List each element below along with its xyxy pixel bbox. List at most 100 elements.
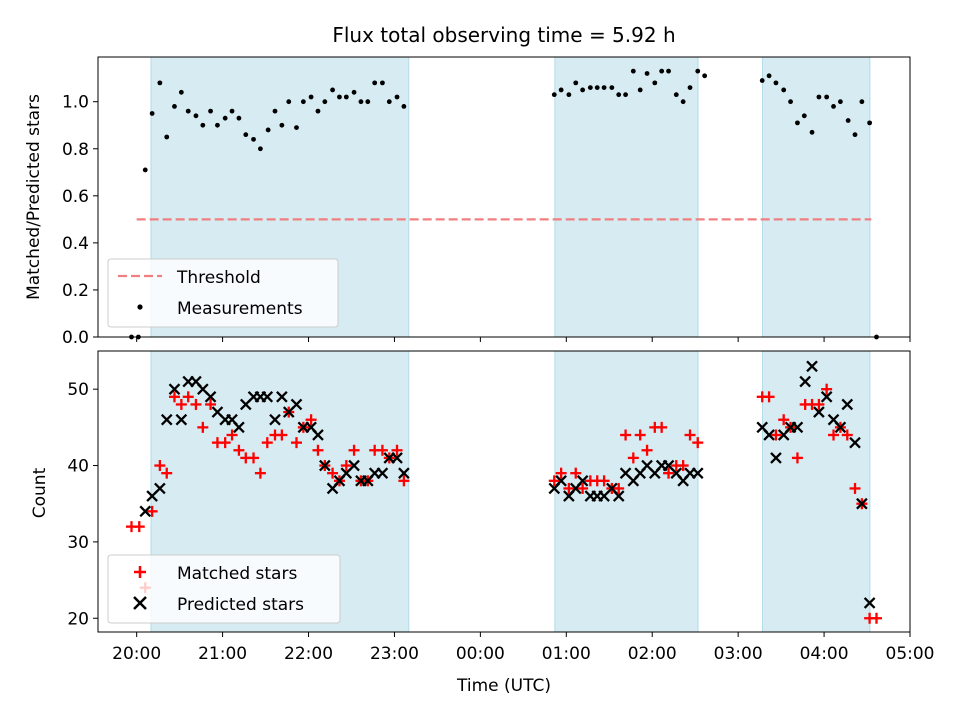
predicted-star-point [261, 391, 274, 403]
bottom-y-tick-label: 40 [67, 457, 89, 477]
measurement-point [702, 73, 708, 79]
measurement-point [315, 108, 321, 114]
measurement-point [243, 132, 249, 138]
x-tick-label: 23:00 [370, 644, 419, 664]
matched-star-point [205, 398, 217, 410]
measurement-point [337, 94, 342, 100]
matched-star-point [254, 467, 266, 479]
measurement-point [558, 87, 564, 93]
measurement-point [386, 99, 392, 105]
matched-star-point [348, 444, 360, 456]
matched-star-point [577, 482, 589, 494]
predicted-star-point [576, 474, 589, 487]
top-y-tick-label: 0.2 [62, 281, 89, 301]
measurement-point [142, 167, 148, 173]
measurement-point [380, 80, 385, 86]
top-y-tick-label: 0.8 [62, 140, 89, 160]
measurement-point [401, 104, 407, 109]
matched-star-point [312, 444, 324, 456]
matched-star-point [261, 437, 273, 449]
measurement-point [601, 85, 607, 90]
measurement-point [852, 132, 858, 138]
top-y-axis-label: Matched/Predicted stars [24, 94, 44, 300]
measurement-point [673, 92, 679, 98]
matched-star-point [570, 467, 582, 479]
predicted-star-point [290, 398, 303, 411]
measurement-point [616, 92, 622, 98]
measurement-point [200, 122, 206, 128]
predicted-star-point [276, 391, 288, 403]
measurement-point [272, 108, 278, 114]
measurement-point [300, 99, 306, 105]
predicted-star-point [799, 375, 811, 388]
bottom-y-axis-label: Count [30, 467, 50, 518]
matched-star-point [197, 421, 209, 433]
observing-window-3 [761, 350, 871, 633]
bottom-axes-frame [97, 350, 911, 633]
predicted-legend-label: Predicted stars [177, 595, 304, 615]
matched-star-point [641, 444, 653, 456]
top-y-tick-label: 1.0 [62, 93, 89, 113]
predicted-star-point [763, 429, 775, 441]
matched-star-point [613, 482, 625, 494]
matched-star-point [620, 429, 632, 441]
measurement-point [394, 94, 400, 100]
predicted-star-point [204, 391, 217, 403]
matched-star-point [398, 475, 410, 487]
predicted-star-point [168, 383, 181, 395]
measurement-point [666, 68, 671, 74]
predicted-star-point [319, 459, 331, 472]
predicted-star-point [139, 505, 152, 518]
ratio-panel: 0.0 0.2 0.4 0.6 0.8 1.0 Flux total observing … [24, 23, 911, 348]
measurement-point [172, 104, 177, 109]
matched-star-point [276, 429, 288, 441]
measurement-point [623, 92, 628, 98]
measurement-point [781, 87, 787, 93]
measurement-point [322, 99, 328, 105]
predicted-star-point [312, 429, 324, 441]
x-tick-label: 22:00 [284, 644, 333, 664]
predicted-star-point [806, 360, 818, 373]
measurement-points [129, 68, 879, 340]
matched-star-point [828, 429, 840, 441]
measurement-point [766, 73, 772, 79]
measurement-point [680, 99, 686, 105]
matched-star-point [563, 482, 575, 494]
matched-star-point [821, 383, 833, 395]
top-legend-box [107, 258, 339, 328]
x-tick-label: 20:00 [112, 644, 161, 664]
measurement-point [788, 99, 793, 105]
measurement-point [845, 118, 851, 123]
matched-star-point [598, 475, 610, 487]
measurement-point [251, 136, 256, 142]
bottom-y-ticks: 20 30 40 50 [67, 380, 98, 629]
top-y-ticks: 0.0 0.2 0.4 0.6 0.8 1.0 [62, 93, 98, 348]
matched-star-point [813, 398, 825, 410]
top-y-tick-label: 0.4 [62, 234, 89, 254]
bottom-y-tick-label: 30 [67, 533, 89, 553]
matched-star-point [548, 475, 560, 487]
count-panel: 20 30 40 50 20:00 21:00 22:00 23:00 00:00 01:00 0… [30, 350, 935, 696]
matched-star-point [168, 391, 180, 403]
matched-star-point [841, 429, 853, 441]
matched-star-point [133, 521, 145, 533]
predicted-star-point [770, 452, 782, 464]
matched-star-point [146, 505, 158, 517]
matched-star-point [327, 467, 339, 479]
top-x-ticks [136, 337, 911, 342]
matched-star-point [849, 482, 861, 494]
matched-star-point [233, 444, 245, 456]
matched-star-point [677, 460, 689, 472]
x-tick-label: 02:00 [628, 644, 677, 664]
measurement-point [149, 111, 155, 116]
bottom-y-tick-label: 50 [67, 380, 89, 400]
bottom-y-tick-label: 20 [67, 609, 89, 629]
measurement-point [816, 94, 822, 100]
measurement-point [759, 78, 765, 83]
x-tick-label: 21:00 [198, 644, 247, 664]
measurement-point [644, 71, 650, 76]
bottom-legend-box [107, 554, 341, 624]
measurement-point [630, 68, 636, 74]
x-axis-label: Time (UTC) [456, 676, 551, 696]
predicted-star-point [555, 474, 567, 487]
